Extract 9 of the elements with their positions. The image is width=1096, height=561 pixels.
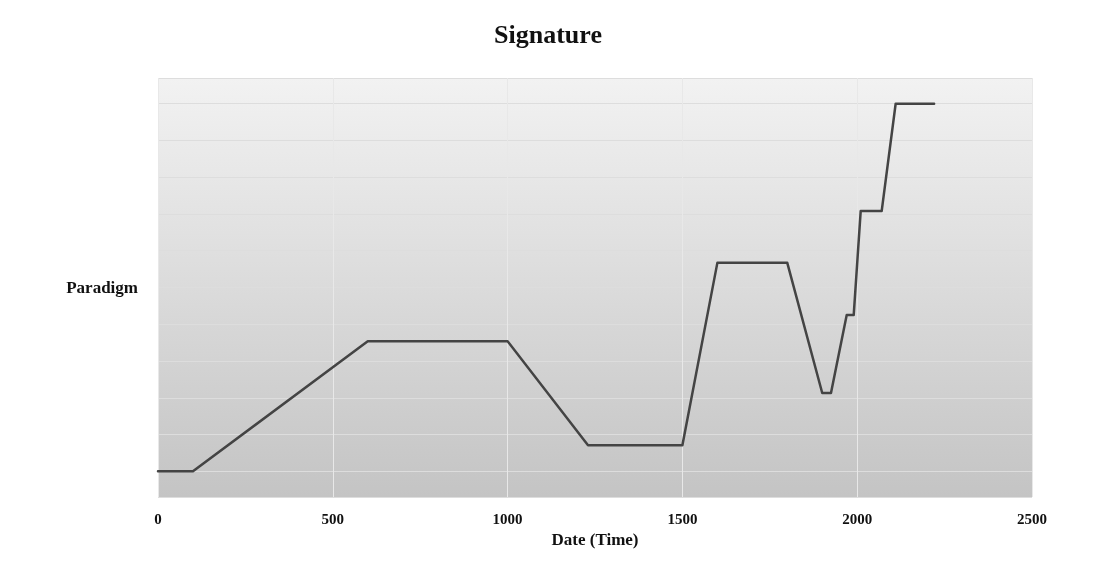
x-tick-label: 2000 [842, 510, 873, 527]
x-tick-label: 2500 [1017, 510, 1047, 527]
x-axis-title: Date (Time) [551, 529, 639, 549]
x-tick-label: 0 [154, 510, 162, 527]
chart-title: Signature [494, 19, 602, 49]
x-tick-label: 1000 [492, 510, 523, 527]
y-axis-title: Paradigm [66, 278, 138, 297]
x-tick-label: 1500 [667, 510, 698, 527]
x-tick-label: 500 [321, 510, 345, 527]
